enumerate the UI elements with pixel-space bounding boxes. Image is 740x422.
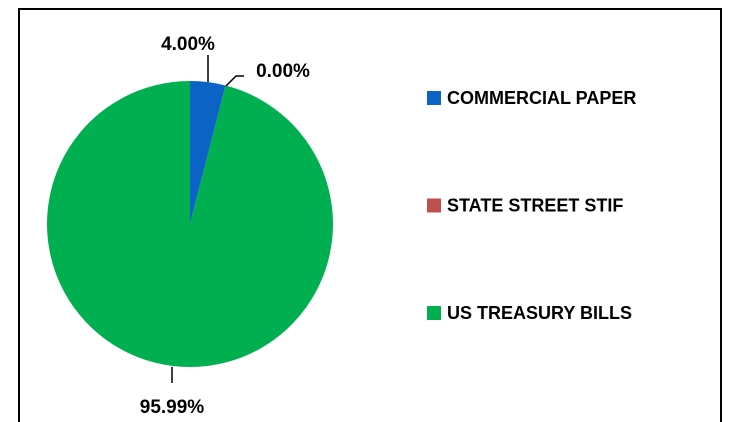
pie-slice <box>190 81 226 224</box>
legend-label: STATE STREET STIF <box>447 195 623 215</box>
chart-frame <box>18 8 722 422</box>
legend-label: COMMERCIAL PAPER <box>447 88 636 108</box>
pie-slice <box>47 81 334 367</box>
data-label: 0.00% <box>256 61 310 82</box>
legend-swatch <box>427 306 441 320</box>
legend-label: US TREASURY BILLS <box>447 303 632 323</box>
data-label: 95.99% <box>140 397 205 418</box>
data-label: 4.00% <box>161 34 215 55</box>
legend-swatch <box>427 198 441 213</box>
legend-swatch <box>427 91 441 105</box>
leader-line <box>225 75 244 87</box>
